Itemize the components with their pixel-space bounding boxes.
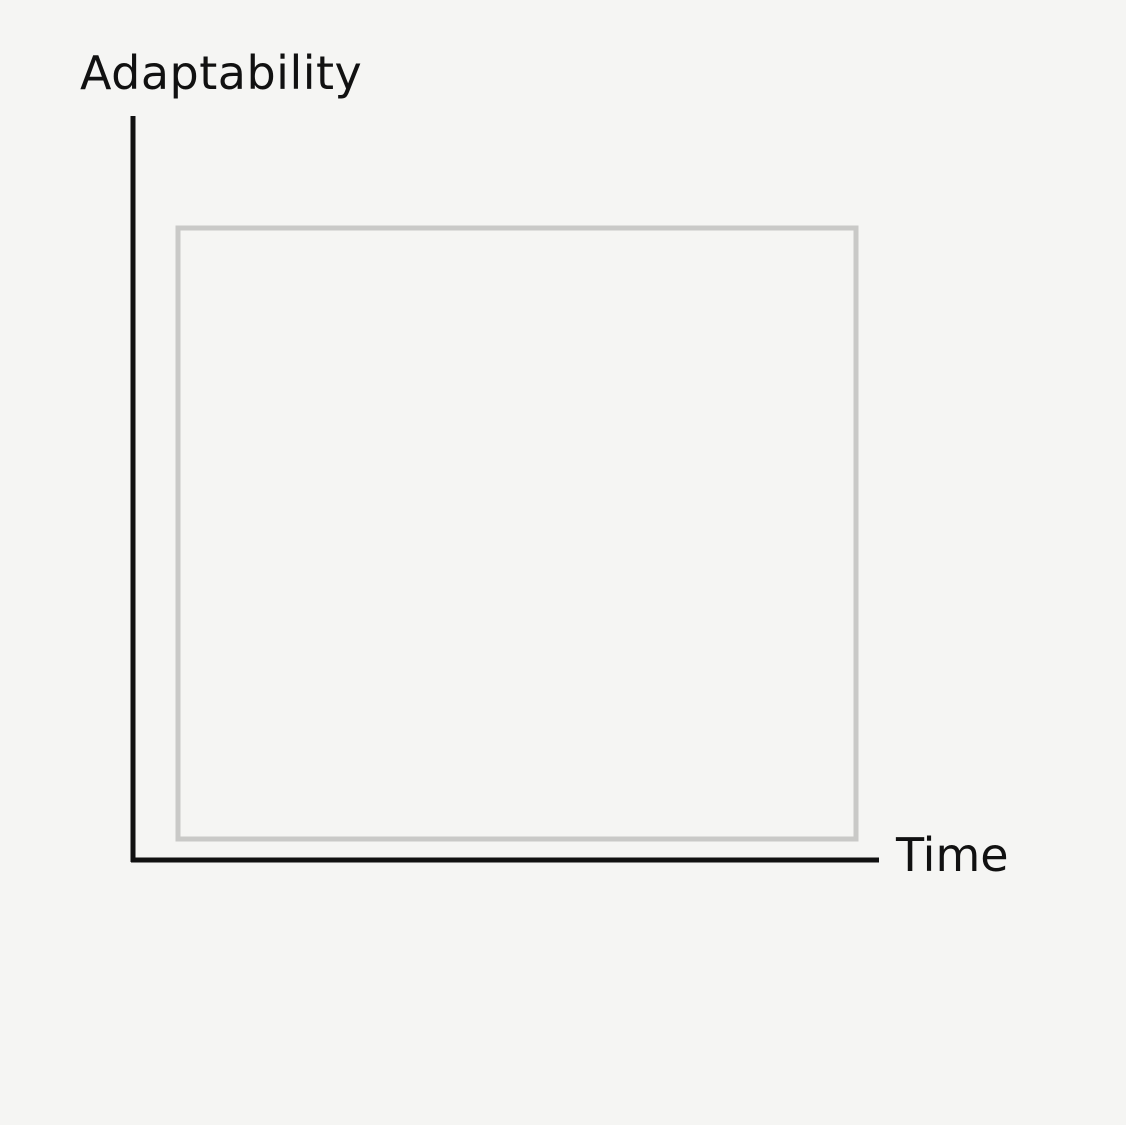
plot-area-frame <box>175 225 859 842</box>
y-axis-title: Adaptability <box>80 46 363 100</box>
x-axis-title: Time <box>896 828 1009 882</box>
